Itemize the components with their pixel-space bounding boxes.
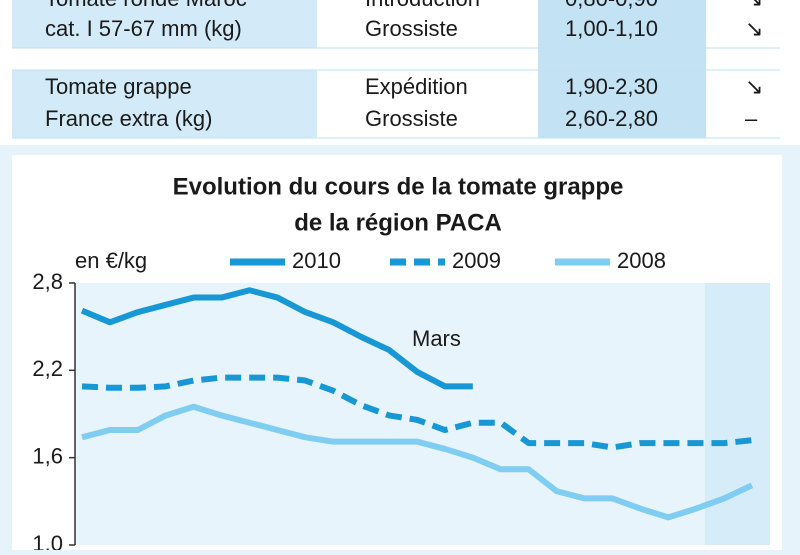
y-axis-label: en €/kg <box>75 248 147 273</box>
trend: ↘ <box>745 74 763 99</box>
product: Tomate ronde Maroc <box>45 0 247 11</box>
stage: Grossiste <box>365 106 458 131</box>
stage: Introduction <box>365 0 480 11</box>
plot-area <box>75 283 770 545</box>
legend-label: 2010 <box>292 248 341 273</box>
price: 1,00-1,10 <box>565 16 658 41</box>
y-tick-label: 1,6 <box>32 443 63 468</box>
y-tick-label: 2,2 <box>32 356 63 381</box>
y-tick-label: 1,0 <box>32 531 63 550</box>
trend: ↘ <box>745 16 763 41</box>
legend-label: 2009 <box>452 248 501 273</box>
cell-bg <box>12 70 317 138</box>
stage: Expédition <box>365 74 468 99</box>
cell-bg <box>12 0 317 48</box>
series-line <box>81 374 753 451</box>
cell-bg <box>538 0 706 138</box>
series-line <box>81 403 754 521</box>
chart-title: de la région PACA <box>294 209 502 236</box>
product: cat. I 57-67 mm (kg) <box>45 16 242 41</box>
y-tick-label: 2,8 <box>32 269 63 294</box>
chart-title: Evolution du cours de la tomate grappe <box>173 173 624 200</box>
price: 0,80-0,90 <box>565 0 658 11</box>
price: 1,90-2,30 <box>565 74 658 99</box>
price: 2,60-2,80 <box>565 106 658 131</box>
stage: Grossiste <box>365 16 458 41</box>
shaded-band <box>705 283 770 545</box>
trend: ↘ <box>745 0 763 11</box>
legend-label: 2008 <box>617 248 666 273</box>
trend: – <box>745 106 758 131</box>
product: Tomate grappe <box>45 74 192 99</box>
product: France extra (kg) <box>45 106 213 131</box>
series-line <box>80 287 473 390</box>
annotation: Mars <box>412 326 461 351</box>
